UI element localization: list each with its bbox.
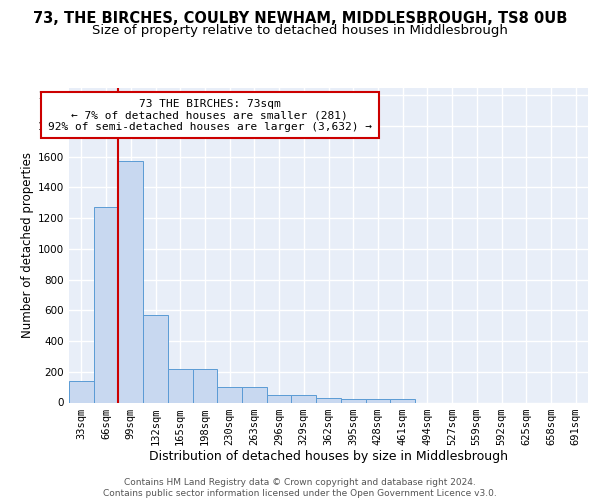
Text: Size of property relative to detached houses in Middlesbrough: Size of property relative to detached ho… xyxy=(92,24,508,37)
Text: Contains HM Land Registry data © Crown copyright and database right 2024.
Contai: Contains HM Land Registry data © Crown c… xyxy=(103,478,497,498)
Y-axis label: Number of detached properties: Number of detached properties xyxy=(21,152,34,338)
Bar xyxy=(118,162,143,402)
X-axis label: Distribution of detached houses by size in Middlesbrough: Distribution of detached houses by size … xyxy=(149,450,508,464)
Bar xyxy=(242,387,267,402)
Bar xyxy=(94,208,118,402)
Bar xyxy=(69,381,94,402)
Bar xyxy=(217,387,242,402)
Text: 73 THE BIRCHES: 73sqm
← 7% of detached houses are smaller (281)
92% of semi-deta: 73 THE BIRCHES: 73sqm ← 7% of detached h… xyxy=(48,98,372,132)
Bar xyxy=(316,398,341,402)
Bar xyxy=(292,395,316,402)
Bar xyxy=(143,315,168,402)
Text: 73, THE BIRCHES, COULBY NEWHAM, MIDDLESBROUGH, TS8 0UB: 73, THE BIRCHES, COULBY NEWHAM, MIDDLESB… xyxy=(33,11,567,26)
Bar xyxy=(390,400,415,402)
Bar xyxy=(365,400,390,402)
Bar xyxy=(193,370,217,402)
Bar xyxy=(168,370,193,402)
Bar xyxy=(267,395,292,402)
Bar xyxy=(341,398,365,402)
